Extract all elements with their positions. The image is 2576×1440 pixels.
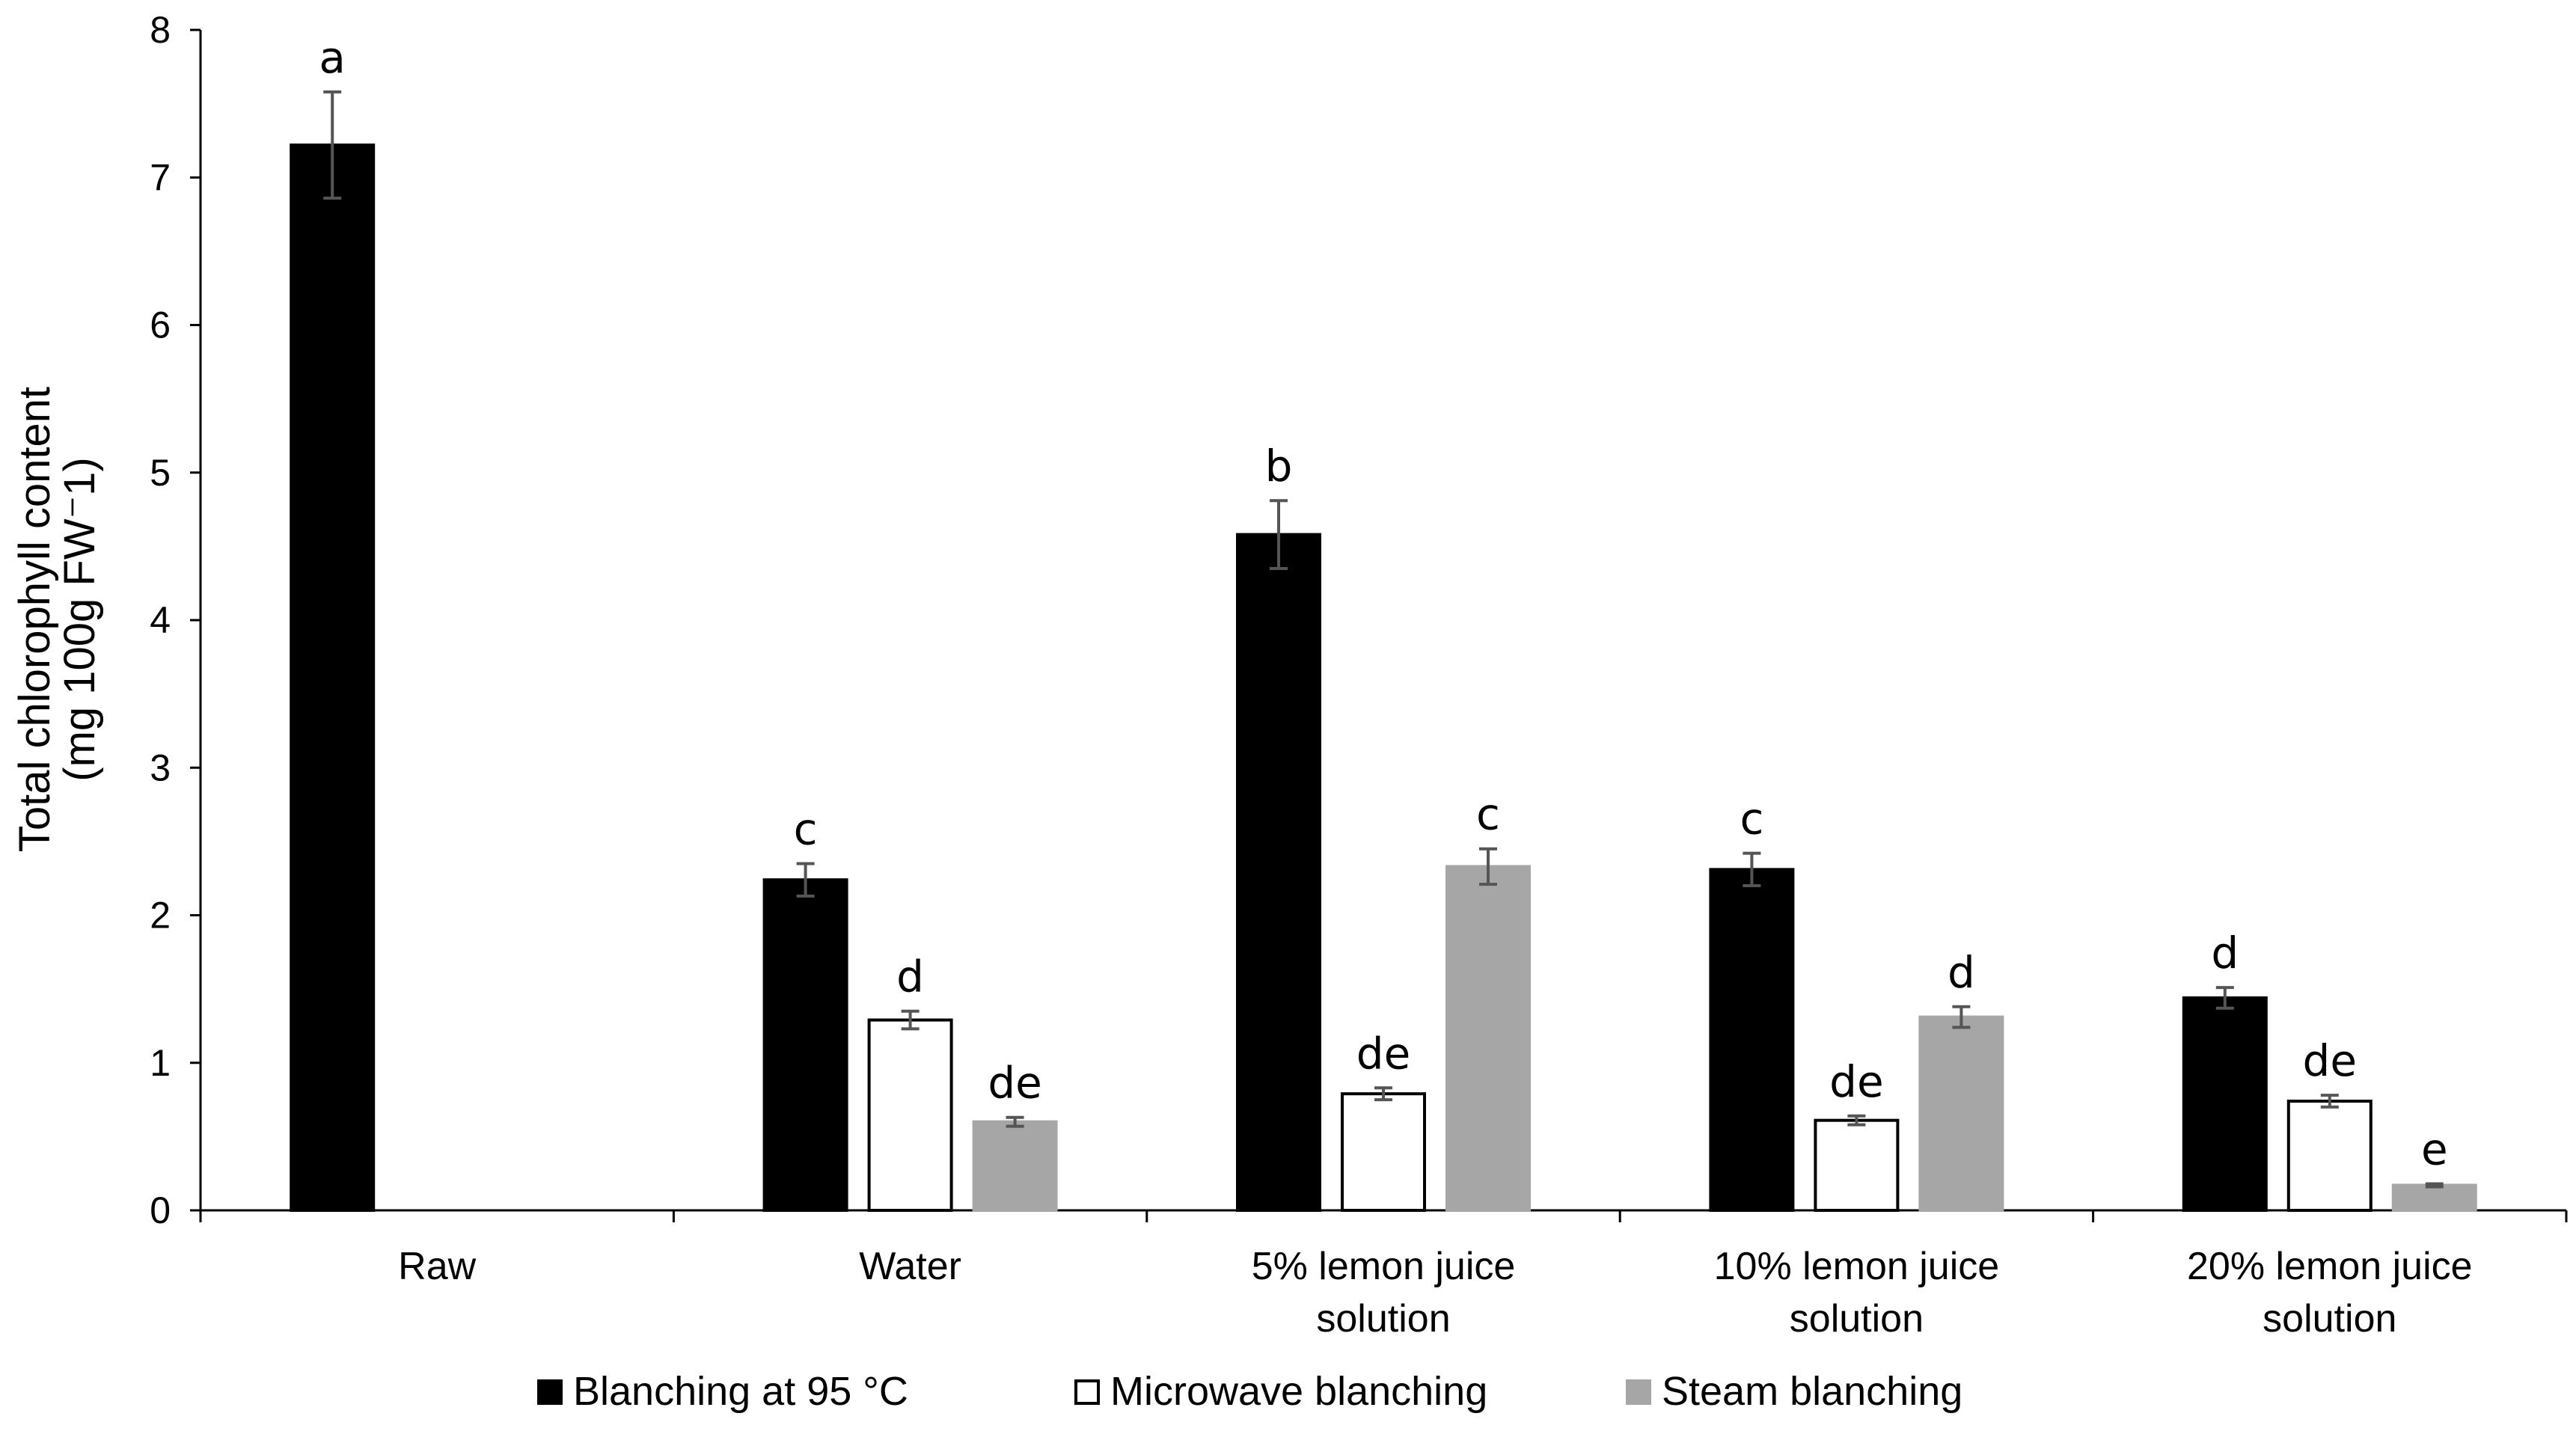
legend-swatch (537, 1379, 563, 1405)
y-tick-label: 4 (150, 599, 171, 641)
legend-swatch (1626, 1379, 1651, 1405)
significance-letter: d (896, 952, 924, 1002)
x-category-label: Water (859, 1245, 961, 1288)
x-category-label: solution (1790, 1297, 1924, 1341)
significance-letter: c (1740, 794, 1763, 845)
significance-letter: d (2211, 928, 2239, 978)
legend-label: Microwave blanching (1110, 1369, 1487, 1414)
legend: Blanching at 95 °C Microwave blanching Ste… (537, 1369, 1962, 1414)
x-category-label: 20% lemon juice (2187, 1245, 2473, 1288)
significance-letter: c (794, 803, 818, 854)
legend-label: Blanching at 95 °C (573, 1369, 908, 1414)
bar (972, 1120, 1058, 1213)
bar (1814, 1118, 1900, 1212)
significance-letter: de (1356, 1028, 1411, 1079)
significance-letter: a (319, 32, 346, 83)
y-tick-label: 5 (150, 452, 171, 494)
y-tick-label: 1 (150, 1042, 171, 1084)
bar (2286, 1100, 2372, 1213)
bar (1445, 865, 1531, 1212)
labels-layer: 0 1 2 3 4 5 6 7 8 Raw Water 5% lemon juice solution 1… (150, 9, 2472, 1341)
bar (867, 1018, 953, 1212)
y-axis-title-line-1: Total chlorophyll content (10, 387, 59, 852)
significance-letter: e (2421, 1124, 2448, 1174)
bar (290, 143, 376, 1213)
y-tick-label: 3 (150, 747, 171, 788)
bar (762, 878, 848, 1213)
x-category-label: solution (2263, 1297, 2396, 1341)
bar (2182, 996, 2268, 1212)
y-axis-title-line-2: (mg 100g FW⁻1) (55, 457, 104, 782)
x-category-label: Raw (398, 1245, 476, 1288)
bar (2391, 1183, 2477, 1213)
legend-swatch (1074, 1379, 1100, 1405)
bar (1341, 1092, 1426, 1212)
legend-label: Steam blanching (1662, 1369, 1962, 1414)
y-tick-label: 7 (150, 156, 171, 198)
x-category-label: 10% lemon juice (1714, 1245, 2000, 1288)
y-tick-label: 2 (150, 895, 171, 937)
significance-letter: de (1829, 1056, 1884, 1107)
significance-letter: de (988, 1058, 1042, 1109)
y-tick-label: 8 (150, 9, 171, 51)
y-tick-label: 6 (150, 304, 171, 346)
bar (1236, 533, 1321, 1212)
significance-letter: de (2303, 1035, 2358, 1086)
x-category-label: solution (1316, 1297, 1450, 1341)
bar (1709, 868, 1795, 1213)
significance-letter: b (1265, 441, 1293, 491)
significance-letter: c (1476, 789, 1500, 840)
x-category-label: 5% lemon juice (1252, 1245, 1516, 1288)
y-tick-label: 0 (150, 1189, 171, 1231)
bars-layer (290, 90, 2477, 1213)
significance-letter: d (1948, 947, 1975, 998)
bar (1918, 1015, 2004, 1213)
